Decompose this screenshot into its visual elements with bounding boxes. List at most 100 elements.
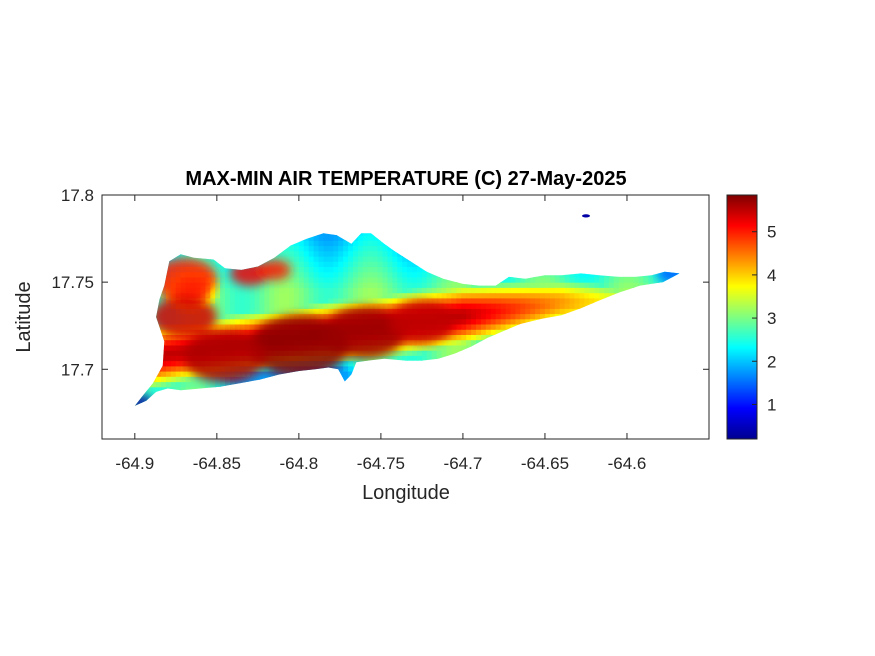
field-cell [220, 292, 226, 299]
field-cell [156, 376, 162, 383]
field-cell [190, 371, 197, 377]
field-cell [313, 282, 320, 288]
field-cell [367, 276, 374, 283]
field-cell [249, 318, 256, 325]
field-cell [343, 276, 349, 283]
field-cell [175, 371, 182, 377]
field-cell [505, 287, 512, 294]
field-cell [333, 250, 339, 257]
field-cell [431, 276, 438, 283]
field-cell [505, 276, 512, 283]
field-cell [180, 360, 187, 367]
field-cell [205, 297, 211, 304]
field-cell [367, 292, 374, 299]
field-cell [215, 261, 221, 267]
field-cell [412, 355, 418, 362]
field-cell [377, 256, 384, 262]
field-cell [397, 261, 403, 267]
field-cell [426, 355, 433, 362]
field-cell [333, 303, 339, 309]
field-cell [564, 287, 571, 294]
field-cell [225, 266, 231, 273]
field-cell [338, 250, 344, 257]
field-cell [249, 313, 256, 320]
field-cell [520, 308, 526, 315]
field-cell [471, 292, 477, 299]
field-cell [618, 276, 625, 283]
field-cell [170, 360, 177, 367]
field-cell [343, 261, 349, 267]
field-cell [456, 287, 462, 294]
field-cell [328, 250, 334, 257]
field-cell [343, 371, 349, 377]
field-cell [367, 282, 374, 288]
field-cell [540, 276, 546, 283]
field-cell [569, 308, 576, 315]
field-cell [180, 386, 187, 393]
field-cell [515, 303, 521, 309]
field-cell [436, 344, 443, 351]
field-cell [353, 266, 359, 273]
field-cell [254, 313, 261, 320]
field-cell [412, 261, 418, 267]
field-cell [574, 287, 580, 294]
field-cell [313, 235, 320, 241]
field-cell [510, 287, 516, 294]
field-cell [515, 297, 521, 304]
field-cell [259, 365, 265, 372]
field-cell [333, 292, 339, 299]
field-cell [323, 256, 329, 262]
field-cell [540, 297, 546, 304]
field-cell [510, 292, 516, 299]
field-cell [303, 303, 310, 309]
field-cell [353, 282, 359, 288]
field-cell [481, 334, 487, 341]
field-cell [289, 303, 295, 309]
field-cell [259, 282, 265, 288]
field-cell [367, 256, 374, 262]
field-cell [579, 297, 585, 304]
field-cell [412, 282, 418, 288]
field-cell [298, 256, 305, 262]
field-cell [210, 261, 216, 267]
field-cell [481, 318, 487, 325]
field-cell [599, 282, 605, 288]
field-cell [426, 292, 433, 299]
field-cell [230, 308, 236, 315]
field-cell [530, 297, 536, 304]
field-cell [436, 282, 443, 288]
field-cell [318, 313, 325, 320]
field-cell [515, 313, 521, 320]
field-cell [535, 308, 541, 315]
field-cell [382, 282, 388, 288]
field-cell [343, 287, 349, 294]
field-cell [490, 308, 497, 315]
field-cell [298, 250, 305, 257]
field-cell [451, 334, 457, 341]
field-cell [451, 287, 457, 294]
field-cell [559, 282, 566, 288]
field-cell [274, 282, 280, 288]
field-cell [608, 292, 615, 299]
field-cell [446, 339, 452, 346]
field-cell [525, 313, 531, 320]
field-cell [540, 303, 546, 309]
field-cell [156, 386, 162, 393]
field-cell [456, 318, 462, 325]
field-cell [544, 276, 551, 283]
field-cell [230, 282, 236, 288]
field-cell [254, 376, 261, 383]
field-cell [333, 271, 339, 278]
field-cell [525, 297, 531, 304]
field-cell [259, 292, 265, 299]
field-cell [303, 297, 310, 304]
field-cell [549, 303, 556, 309]
field-cell [289, 282, 295, 288]
field-cell [544, 297, 551, 304]
field-cell [481, 313, 487, 320]
field-cell [407, 266, 413, 273]
field-cell [510, 324, 516, 330]
field-cell [412, 266, 418, 273]
field-cell [343, 292, 349, 299]
field-cell [284, 297, 290, 304]
